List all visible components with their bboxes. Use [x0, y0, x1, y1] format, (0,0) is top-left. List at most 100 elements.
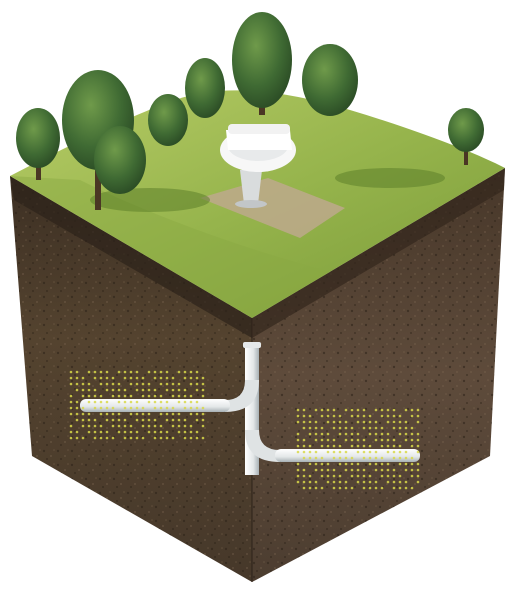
effluent-dot — [386, 450, 390, 454]
effluent-dot — [308, 462, 312, 466]
effluent-dot — [362, 426, 366, 430]
effluent-dot — [410, 468, 414, 472]
effluent-dot — [171, 376, 175, 380]
effluent-dot — [332, 438, 336, 442]
effluent-dot — [344, 456, 348, 460]
effluent-dot — [410, 432, 414, 436]
effluent-dot — [404, 480, 408, 484]
effluent-dot — [362, 456, 366, 460]
effluent-dot — [332, 480, 336, 484]
effluent-dot — [380, 462, 384, 466]
effluent-dot — [165, 370, 169, 374]
effluent-dot — [350, 432, 354, 436]
effluent-dot — [189, 370, 193, 374]
effluent-dot — [165, 406, 169, 410]
effluent-dot — [87, 424, 91, 428]
effluent-dot — [147, 412, 151, 416]
effluent-dot — [189, 394, 193, 398]
effluent-dot — [386, 420, 390, 424]
effluent-dot — [111, 406, 115, 410]
effluent-dot — [380, 414, 384, 418]
effluent-dot — [386, 408, 390, 412]
effluent-dot — [368, 426, 372, 430]
effluent-dot — [201, 436, 205, 440]
effluent-dot — [392, 474, 396, 478]
effluent-dot — [183, 400, 187, 404]
effluent-dot — [129, 382, 133, 386]
effluent-dot — [302, 450, 306, 454]
effluent-dot — [350, 426, 354, 430]
effluent-dot — [177, 430, 181, 434]
effluent-dot — [87, 418, 91, 422]
effluent-dot — [344, 468, 348, 472]
effluent-dot — [344, 432, 348, 436]
effluent-dot — [183, 394, 187, 398]
effluent-dot — [404, 420, 408, 424]
effluent-dot — [338, 414, 342, 418]
effluent-dot — [87, 430, 91, 434]
effluent-dot — [183, 436, 187, 440]
effluent-dot — [308, 420, 312, 424]
effluent-dot — [374, 438, 378, 442]
effluent-dot — [153, 406, 157, 410]
effluent-dot — [338, 474, 342, 478]
effluent-dot — [386, 474, 390, 478]
effluent-dot — [314, 426, 318, 430]
effluent-dot — [302, 438, 306, 442]
tree — [148, 94, 188, 146]
tree — [448, 108, 484, 165]
effluent-dot — [386, 444, 390, 448]
effluent-dot — [183, 424, 187, 428]
effluent-dot — [99, 436, 103, 440]
effluent-dot — [302, 420, 306, 424]
effluent-dot — [368, 486, 372, 490]
effluent-dot — [153, 370, 157, 374]
effluent-dot — [147, 400, 151, 404]
effluent-dot — [338, 426, 342, 430]
effluent-dot — [93, 376, 97, 380]
effluent-dot — [141, 376, 145, 380]
effluent-dot — [296, 414, 300, 418]
effluent-dot — [177, 382, 181, 386]
effluent-dot — [141, 394, 145, 398]
topsoil-band-right — [252, 168, 505, 338]
effluent-dot — [386, 438, 390, 442]
effluent-dot — [123, 418, 127, 422]
effluent-dot — [392, 456, 396, 460]
tree — [302, 44, 358, 116]
effluent-dot — [165, 388, 169, 392]
effluent-dot — [141, 388, 145, 392]
effluent-dot — [93, 418, 97, 422]
effluent-dot — [350, 468, 354, 472]
effluent-dot — [153, 418, 157, 422]
effluent-dot — [392, 414, 396, 418]
effluent-dots-left — [69, 370, 205, 440]
effluent-dot — [356, 408, 360, 412]
effluent-dot — [362, 480, 366, 484]
effluent-dot — [350, 438, 354, 442]
effluent-dot — [374, 462, 378, 466]
effluent-dot — [129, 430, 133, 434]
effluent-dot — [171, 418, 175, 422]
effluent-dot — [117, 412, 121, 416]
effluent-dot — [410, 474, 414, 478]
effluent-dot — [171, 394, 175, 398]
effluent-dot — [189, 376, 193, 380]
effluent-dot — [147, 370, 151, 374]
tree-shadow — [335, 168, 445, 188]
effluent-dot — [368, 480, 372, 484]
effluent-dot — [332, 456, 336, 460]
effluent-dot — [129, 436, 133, 440]
effluent-dot — [350, 408, 354, 412]
effluent-dot — [105, 430, 109, 434]
effluent-dot — [392, 420, 396, 424]
effluent-dot — [129, 370, 133, 374]
effluent-dot — [183, 370, 187, 374]
effluent-dot — [332, 468, 336, 472]
effluent-dot — [386, 480, 390, 484]
effluent-dot — [69, 382, 73, 386]
effluent-dot — [416, 468, 420, 472]
effluent-dot — [171, 388, 175, 392]
effluent-dot — [81, 436, 85, 440]
effluent-dot — [69, 406, 73, 410]
